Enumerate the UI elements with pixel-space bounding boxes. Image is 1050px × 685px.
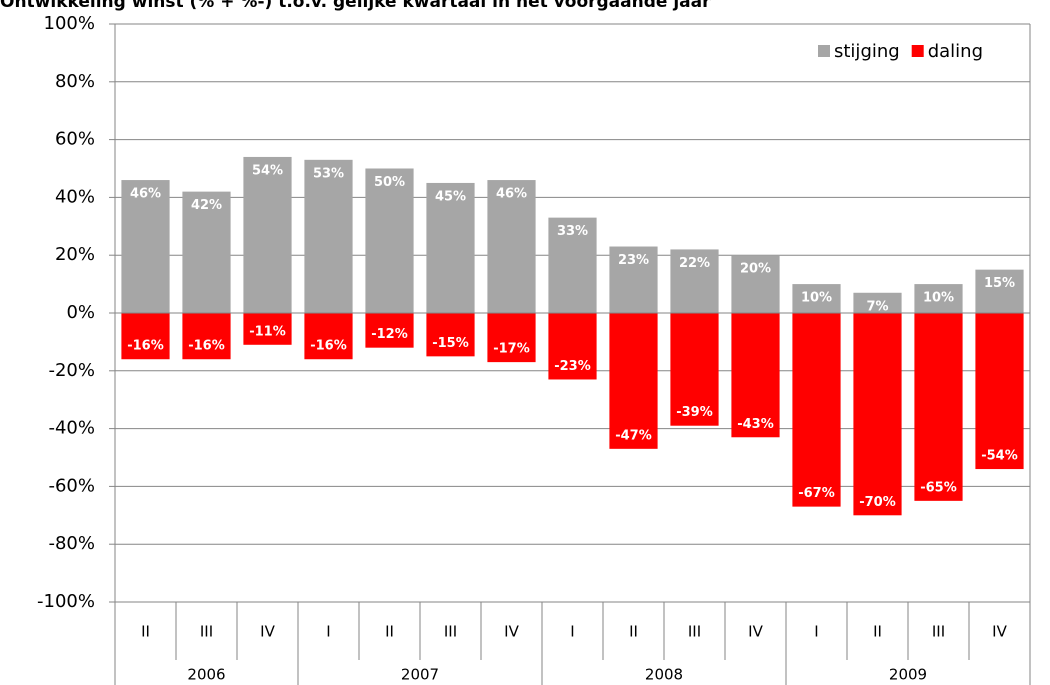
x-tick-label: IV <box>748 623 763 641</box>
value-label: -15% <box>432 336 469 351</box>
bar <box>548 217 597 313</box>
value-label: 10% <box>801 291 832 306</box>
legend-label: stijging <box>834 41 900 62</box>
y-tick-label: -40% <box>48 418 95 439</box>
value-label: 23% <box>618 253 649 268</box>
group-label: 2008 <box>645 666 683 684</box>
value-label: -16% <box>188 339 225 354</box>
x-tick-label: II <box>385 623 394 641</box>
x-tick-label: I <box>814 623 818 641</box>
x-tick-label: II <box>141 623 150 641</box>
y-tick-label: 80% <box>55 71 95 92</box>
x-tick-label: III <box>688 623 701 641</box>
y-tick-label: 0% <box>66 302 95 323</box>
bar <box>792 313 841 507</box>
bar <box>670 313 719 426</box>
bar <box>426 182 475 313</box>
x-tick-label: II <box>629 623 638 641</box>
bar <box>548 313 597 380</box>
bar <box>426 313 475 357</box>
x-tick-label: IV <box>992 623 1007 641</box>
x-tick-label: I <box>326 623 330 641</box>
y-tick-label: -60% <box>48 475 95 496</box>
value-label: 46% <box>130 187 161 202</box>
legend-swatch <box>911 45 924 57</box>
bar <box>243 156 292 313</box>
value-label: -39% <box>676 405 713 420</box>
value-label: -43% <box>737 417 774 432</box>
legend-label: daling <box>928 41 983 62</box>
bar <box>609 246 658 313</box>
y-tick-label: -80% <box>48 533 95 554</box>
value-label: 15% <box>984 276 1015 291</box>
bar <box>853 292 902 313</box>
x-tick-label: I <box>570 623 574 641</box>
bar <box>304 313 353 360</box>
bar <box>975 269 1024 313</box>
bar <box>121 180 170 313</box>
group-label: 2009 <box>889 666 927 684</box>
value-label: 46% <box>496 187 527 202</box>
bar <box>487 180 536 313</box>
value-label: 54% <box>252 163 283 178</box>
y-tick-label: 60% <box>55 129 95 150</box>
value-label: -70% <box>859 495 896 510</box>
x-tick-label: III <box>444 623 457 641</box>
x-tick-label: II <box>873 623 882 641</box>
x-tick-label: III <box>200 623 213 641</box>
x-tick-label: IV <box>260 623 275 641</box>
value-label: -11% <box>249 324 286 339</box>
bar <box>914 313 963 501</box>
group-label: 2007 <box>401 666 439 684</box>
chart-title: Ontwikkeling winst (% + %-) t.o.v. gelij… <box>0 0 711 12</box>
value-label: -47% <box>615 428 652 443</box>
bar <box>304 159 353 313</box>
y-tick-label: -20% <box>48 360 95 381</box>
y-tick-label: 100% <box>44 13 95 34</box>
y-tick-label: -100% <box>37 591 95 612</box>
value-label: 50% <box>374 175 405 190</box>
bar <box>853 313 902 516</box>
bar <box>975 313 1024 470</box>
value-label: -16% <box>310 339 347 354</box>
value-label: -12% <box>371 327 408 342</box>
value-label: -67% <box>798 486 835 501</box>
x-tick-label: IV <box>504 623 519 641</box>
value-label: 42% <box>191 198 222 213</box>
value-label: 10% <box>923 291 954 306</box>
bar <box>609 313 658 449</box>
value-label: 53% <box>313 166 344 181</box>
value-label: -54% <box>981 449 1018 464</box>
value-label: -16% <box>127 339 164 354</box>
value-label: 33% <box>557 224 588 239</box>
bar <box>487 313 536 363</box>
value-label: -65% <box>920 480 957 495</box>
value-label: 7% <box>866 299 888 314</box>
value-label: -23% <box>554 359 591 374</box>
bar <box>792 284 841 313</box>
bar <box>121 313 170 360</box>
group-label: 2006 <box>187 666 225 684</box>
value-label: -17% <box>493 342 530 357</box>
bar <box>914 284 963 313</box>
bar <box>243 313 292 345</box>
bar <box>182 191 231 313</box>
bar <box>670 249 719 313</box>
y-tick-label: 40% <box>55 186 95 207</box>
bar <box>731 255 780 313</box>
bar <box>731 313 780 438</box>
bar <box>365 168 414 313</box>
bar <box>365 313 414 348</box>
value-label: 45% <box>435 189 466 204</box>
bar <box>182 313 231 360</box>
value-label: 20% <box>740 262 771 277</box>
legend-swatch <box>818 45 830 57</box>
x-tick-label: III <box>932 623 945 641</box>
y-tick-label: 20% <box>55 244 95 265</box>
value-label: 22% <box>679 256 710 271</box>
